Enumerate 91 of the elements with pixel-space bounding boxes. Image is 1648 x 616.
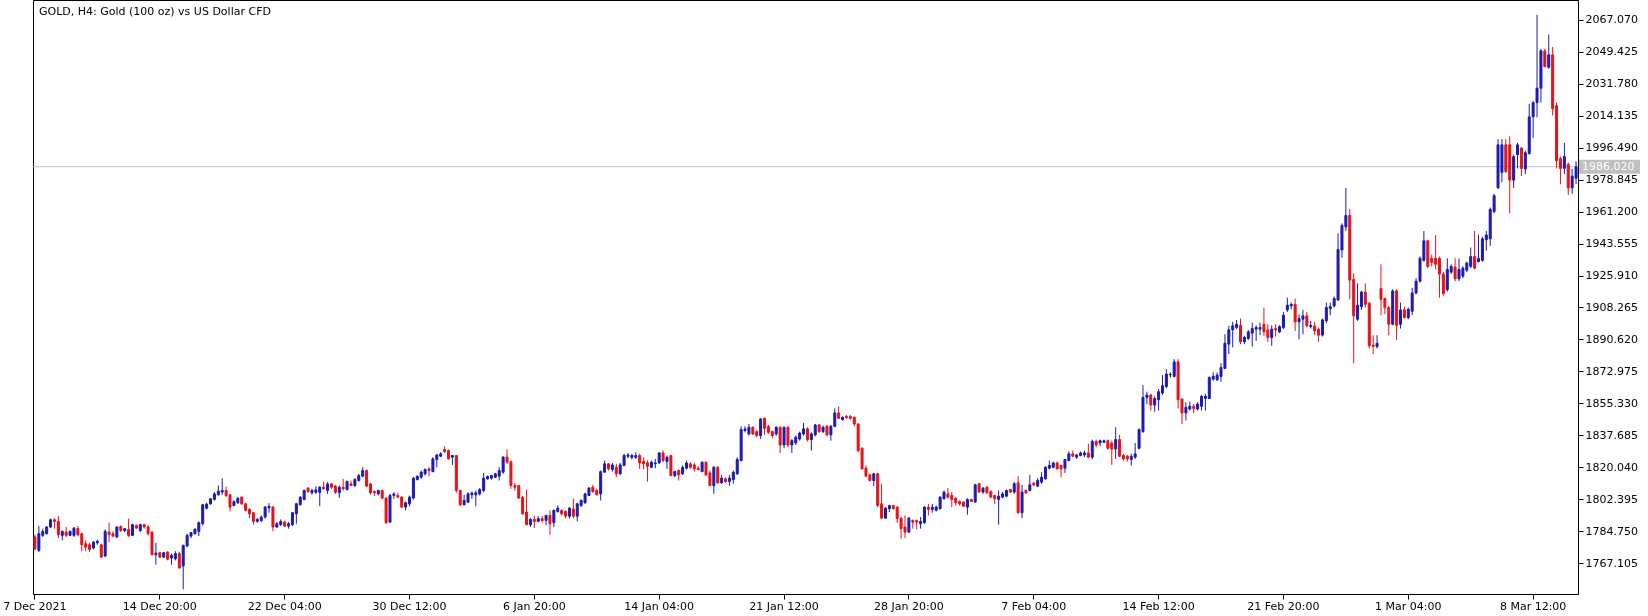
candlestick: [645, 460, 649, 483]
x-tick-label: 7 Feb 04:00: [1001, 599, 1067, 613]
y-tick-label: 1961.200: [1585, 205, 1638, 219]
candlestick: [1398, 302, 1402, 330]
y-tick-label: 1820.040: [1585, 460, 1638, 474]
x-tick-label: 22 Dec 04:00: [247, 599, 322, 613]
candlestick: [1250, 322, 1254, 348]
candlestick: [1519, 146, 1523, 177]
candlestick: [1516, 142, 1520, 169]
candlestick: [571, 498, 575, 519]
candlestick: [1562, 142, 1566, 175]
y-tick-label: 2067.070: [1585, 13, 1638, 27]
candlestick: [267, 502, 271, 514]
y-tick-label: 1767.105: [1585, 556, 1638, 570]
candlestick: [1477, 234, 1481, 263]
x-tick-label: 14 Dec 20:00: [122, 599, 197, 613]
candlestick: [56, 515, 60, 539]
y-tick-label: 2049.425: [1585, 45, 1638, 59]
candlestick: [107, 522, 111, 543]
y-tick-label: 1837.685: [1585, 428, 1638, 442]
candlestick: [37, 525, 41, 553]
candlestick: [1379, 263, 1383, 316]
candlestick: [154, 542, 158, 566]
candlestick: [778, 425, 782, 454]
candlestick: [1020, 484, 1024, 519]
candlestick: [1469, 246, 1473, 269]
candlestick: [1114, 426, 1118, 460]
candlestick: [1301, 309, 1305, 335]
candlestick: [548, 509, 552, 536]
x-tick-label: 14 Jan 04:00: [624, 599, 695, 613]
ref-line-label: 1986.020: [1582, 159, 1635, 173]
x-tick-label: 28 Jan 20:00: [874, 599, 944, 613]
candlestick: [314, 485, 318, 495]
candlestick: [482, 472, 486, 493]
y-tick-label: 1925.910: [1585, 269, 1638, 283]
y-tick-label: 1890.620: [1585, 332, 1638, 346]
candlestick: [1293, 298, 1297, 332]
candlestick: [1157, 388, 1161, 412]
candlestick: [318, 485, 322, 507]
x-tick-label: 30 Dec 12:00: [372, 599, 447, 613]
candlestick: [903, 514, 907, 539]
candlestick: [1258, 322, 1262, 336]
candlestick: [1512, 154, 1516, 189]
x-tick-label: 6 Jan 20:00: [503, 599, 566, 613]
candlestick: [1438, 256, 1441, 299]
candlestick: [759, 417, 763, 440]
candlestick: [1270, 324, 1274, 347]
y-tick-label: 1978.845: [1585, 173, 1638, 187]
candlestick: [462, 494, 466, 506]
candlestick: [1059, 464, 1063, 478]
candlestick: [1473, 230, 1477, 270]
y-tick-label: 1784.750: [1585, 524, 1638, 538]
candlestick: [427, 466, 431, 477]
candlestick: [1457, 257, 1461, 282]
y-tick-label: 1802.395: [1585, 492, 1638, 506]
candlestick: [1184, 401, 1188, 422]
candlestick: [1090, 439, 1094, 460]
x-tick-label: 21 Feb 20:00: [1247, 599, 1320, 613]
candlestick: [712, 465, 716, 495]
candlestick: [1160, 374, 1164, 396]
candlestick: [1375, 334, 1379, 350]
candlestick: [665, 455, 669, 470]
y-tick-label: 2031.780: [1585, 77, 1638, 91]
y-tick-label: 1872.975: [1585, 364, 1638, 378]
y-tick-label: 1855.330: [1585, 396, 1638, 410]
candlestick: [1566, 162, 1570, 196]
candlestick: [997, 489, 1001, 526]
candlestick: [540, 515, 544, 524]
candlestick: [1547, 33, 1551, 70]
candlestick: [1480, 236, 1484, 263]
x-tick-label: 8 Mar 12:00: [1499, 599, 1567, 613]
x-tick-label: 14 Feb 12:00: [1122, 599, 1195, 613]
candlestick: [786, 425, 790, 448]
candlestick: [782, 425, 786, 449]
candlestick: [1110, 440, 1114, 466]
y-tick-label: 1996.490: [1585, 141, 1638, 155]
candlestick: [349, 479, 353, 487]
candlestick: [470, 491, 474, 500]
candlestick: [271, 505, 275, 532]
candlestick: [1453, 257, 1457, 282]
y-tick-label: 1908.265: [1585, 300, 1638, 314]
candlestick: [310, 488, 314, 496]
candlestick: [1231, 321, 1235, 348]
candlestick: [1297, 313, 1301, 340]
x-tick-label: 21 Jan 12:00: [749, 599, 819, 613]
x-tick-label: 1 Mar 04:00: [1375, 599, 1442, 613]
y-tick-label: 2014.135: [1585, 109, 1638, 123]
candlestick: [1445, 257, 1449, 293]
x-tick-label: 7 Dec 2021: [3, 599, 67, 613]
chart-title: GOLD, H4: Gold (100 oz) vs US Dollar CFD: [39, 5, 271, 18]
y-tick-label: 1943.555: [1585, 237, 1638, 251]
